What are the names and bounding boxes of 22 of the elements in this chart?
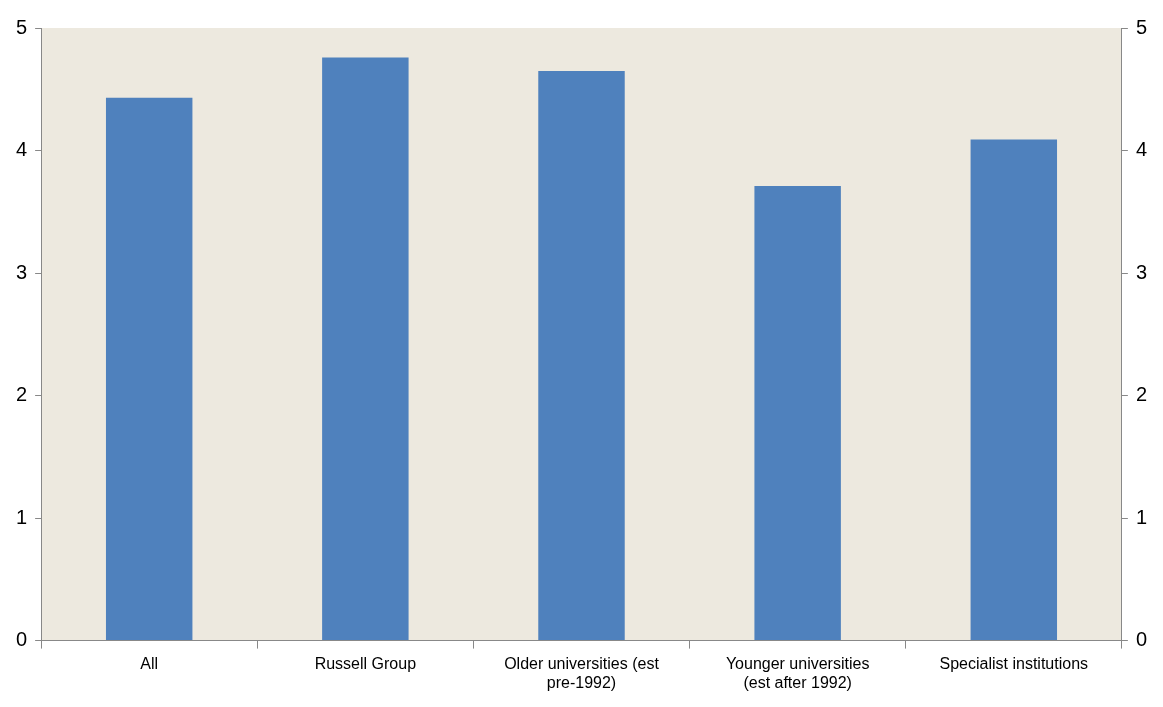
y2-tick-label: 0	[1135, 628, 1147, 651]
bar	[754, 186, 841, 641]
x-tick-label: Russell Group	[314, 654, 417, 672]
x-tick-label: All	[140, 654, 159, 672]
x-tick-label: Older universities (est pre-1992)	[504, 654, 660, 691]
bar	[322, 57, 409, 641]
y-tick-label: 2	[16, 383, 28, 406]
y-tick-label: 4	[16, 138, 28, 161]
y2-tick-label: 3	[1135, 260, 1147, 283]
y-tick-label: 1	[16, 505, 28, 528]
x-tick-label: Younger universities (est after 1992)	[725, 654, 870, 691]
y2-tick-label: 1	[1135, 505, 1147, 528]
y2-tick-label: 2	[1135, 383, 1147, 406]
bar	[970, 139, 1058, 641]
bar	[538, 70, 625, 641]
y2-tick-label: 4	[1135, 138, 1147, 161]
x-tick-label: Specialist institutions	[939, 654, 1089, 672]
y-tick-label: 0	[16, 628, 28, 651]
bar	[105, 97, 193, 641]
y-tick-label: 3	[16, 260, 28, 283]
y2-tick-label: 5	[1135, 15, 1147, 38]
y-tick-label: 5	[16, 15, 28, 38]
